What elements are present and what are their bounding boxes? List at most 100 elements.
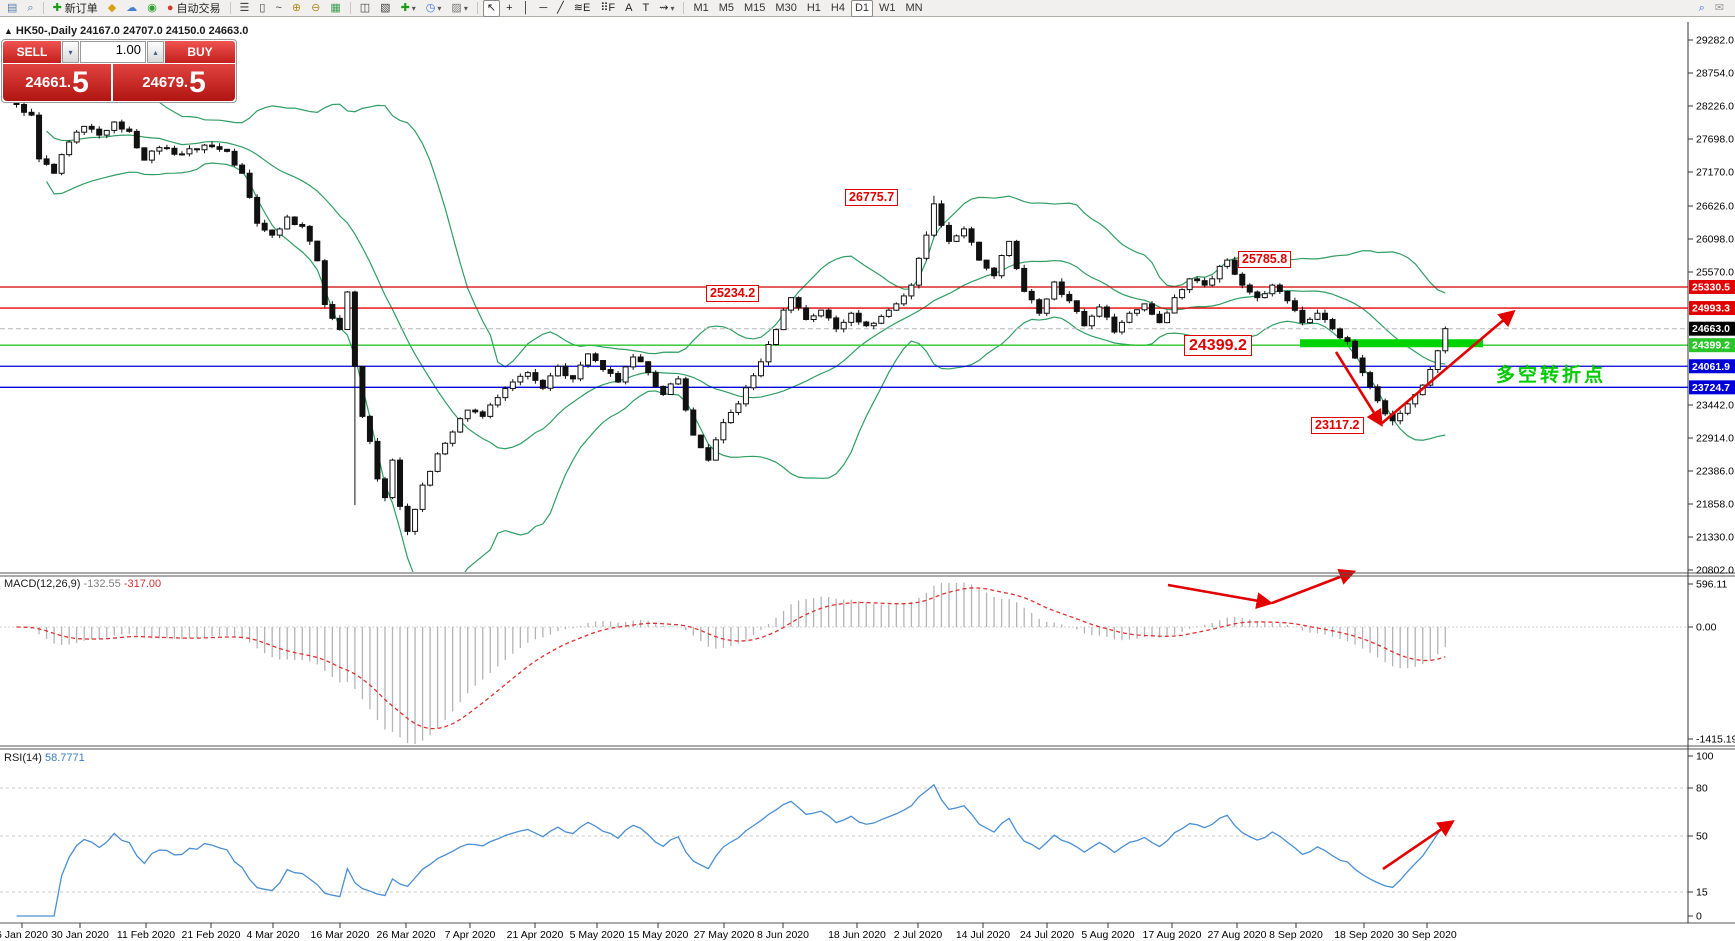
toolbar-separator — [42, 2, 44, 14]
toolbar-crosshair-button[interactable]: + — [502, 0, 516, 17]
buy-price-pip: 5 — [189, 65, 206, 99]
periods-dropdown-icon[interactable]: ▾ — [437, 3, 442, 13]
toolbar-vertical-line-button[interactable]: │ — [519, 0, 534, 17]
volume-increase-button[interactable]: ▴ — [147, 41, 164, 63]
toolbar-fibonacci-button[interactable]: ≋E — [570, 0, 595, 17]
sell-button[interactable]: SELL — [3, 41, 61, 63]
toolbar-templates-button[interactable]: ▨ ▾ — [447, 0, 471, 17]
toolbar-tile-windows-button[interactable]: ▦ — [326, 0, 344, 17]
toolbar-auto-arrange-button[interactable]: ▧ — [376, 0, 394, 17]
timeframe-h4-button[interactable]: H4 — [830, 2, 845, 14]
toolbar-new-order-button[interactable]: ✚ 新订单 — [49, 0, 102, 17]
timeframe-h1-button[interactable]: H1 — [806, 2, 821, 14]
timeframe-d1-button[interactable]: D1 — [850, 0, 874, 17]
candle-body — [848, 312, 855, 323]
trend-arrow-5[interactable] — [1382, 820, 1455, 871]
toolbar-arrows-button[interactable]: ⇝ ▾ — [655, 0, 678, 17]
candle-body — [397, 459, 404, 507]
candle-body — [652, 372, 659, 387]
candle-body — [803, 307, 810, 321]
buy-price-sep: . — [183, 74, 189, 91]
date-label: 7 Apr 2020 — [445, 929, 496, 941]
ohlc-low: 24150.0 — [165, 25, 206, 37]
rsi-value: 58.7771 — [44, 752, 85, 764]
candle-body — [1299, 309, 1306, 324]
candle-body — [1427, 369, 1434, 386]
timeframe-m5-button[interactable]: M5 — [718, 2, 735, 14]
trend-arrow-3[interactable] — [1167, 583, 1274, 609]
toolbar-periods-button[interactable]: ◷ ▾ — [422, 0, 446, 17]
macd-tick--1415.19: -1415.19 — [1696, 734, 1735, 746]
toolbar-chart-list-button[interactable]: ▤ — [3, 0, 21, 17]
toolbar-text-button[interactable]: A — [621, 0, 636, 17]
toolbar-zoom-in-button[interactable]: ⊕ — [288, 0, 305, 17]
candle-body — [412, 508, 419, 532]
candle-body — [1013, 240, 1020, 269]
buy-price-button[interactable]: 24679. 5 — [113, 64, 235, 101]
timeframe-m15-button[interactable]: M15 — [744, 2, 766, 14]
candle-body — [630, 356, 637, 368]
toolbar-text-label-button[interactable]: T — [638, 0, 653, 17]
toolbar-channels-button[interactable]: ⠿F — [596, 0, 619, 17]
toolbar-indicators-button[interactable]: ✚ ▾ — [397, 0, 420, 17]
price-tag-text-24663.0: 24663.0 — [1692, 323, 1730, 335]
toolbar-candlestick-chart-button[interactable]: ▯ — [255, 0, 269, 17]
toolbar-bar-chart-button[interactable]: ☰ — [236, 0, 254, 17]
toolbar-zoom-out-button[interactable]: ⊖ — [307, 0, 324, 17]
toolbar-trendline-button[interactable]: ╱ — [553, 0, 568, 17]
toolbar-horizontal-line-button[interactable]: ─ — [535, 0, 551, 17]
chart-price-label-25234.2[interactable]: 25234.2 — [706, 284, 760, 302]
toolbar-separator — [229, 2, 231, 14]
buy-button[interactable]: BUY — [165, 41, 235, 63]
chart-price-label-26775.7[interactable]: 26775.7 — [845, 188, 899, 206]
candle-body — [592, 353, 599, 362]
trend-arrow-4[interactable] — [1271, 568, 1357, 605]
candle-body — [509, 381, 516, 390]
candle-body — [915, 257, 922, 286]
volume-decrease-button[interactable]: ▾ — [62, 41, 79, 63]
candle-body — [51, 163, 58, 174]
arrows-icon: ⇝ — [659, 1, 669, 14]
volume-input[interactable]: 1.00 — [80, 41, 146, 63]
toolbar-search-button[interactable]: ⌕ — [1695, 0, 1709, 17]
toolbar-history-center-button[interactable]: ◆ — [104, 0, 120, 17]
green-highlight-bar[interactable] — [1300, 339, 1483, 348]
timeframe-m1-button[interactable]: M1 — [693, 2, 709, 14]
indicators-dropdown-icon[interactable]: ▾ — [411, 3, 416, 13]
trend-arrow-2[interactable] — [1380, 309, 1516, 425]
new-indicator-window-icon: ◫ — [359, 1, 371, 14]
toolbar-new-indicator-window-button[interactable]: ◫ — [356, 0, 374, 17]
toolbar-autotrading-button[interactable]: ● 自动交易 — [163, 0, 225, 17]
toolbar-separator — [683, 2, 685, 14]
arrows-dropdown-icon[interactable]: ▾ — [670, 3, 675, 13]
toolbar-cloud-button[interactable]: ☁ — [122, 0, 141, 17]
templates-dropdown-icon[interactable]: ▾ — [463, 3, 468, 13]
chart-price-label-24399.2[interactable]: 24399.2 — [1184, 335, 1252, 357]
candle-body — [539, 379, 546, 389]
candle-body — [404, 505, 411, 532]
candle-body — [1141, 303, 1148, 311]
candle-body — [983, 259, 990, 269]
candlestick-chart-icon: ▯ — [259, 1, 266, 14]
timeframe-m30-button[interactable]: M30 — [775, 2, 797, 14]
turning-point-annotation[interactable]: 多空转折点 — [1496, 365, 1607, 386]
toolbar-chat-button[interactable]: ✉ — [1711, 0, 1728, 17]
candle-body — [111, 121, 118, 131]
toolbar-line-chart-button[interactable]: ~ — [271, 0, 285, 17]
chart-list-icon: ▤ — [7, 1, 18, 14]
candle-body — [487, 404, 494, 417]
ohlc-open: 24167.0 — [80, 25, 120, 37]
candle-body — [36, 114, 43, 160]
timeframe-mn-button[interactable]: MN — [905, 2, 923, 14]
chart-price-label-23117.2[interactable]: 23117.2 — [1311, 417, 1364, 435]
trend-arrow-1[interactable] — [1334, 351, 1383, 427]
toolbar-signals-button[interactable]: ◉ — [143, 0, 161, 17]
chart-price-label-25785.8[interactable]: 25785.8 — [1238, 250, 1292, 268]
candle-body — [374, 440, 381, 480]
candle-body — [419, 484, 426, 510]
sell-price-button[interactable]: 24661. 5 — [3, 64, 111, 101]
collapse-icon[interactable]: ▲ — [4, 26, 13, 36]
timeframe-w1-button[interactable]: W1 — [879, 2, 896, 14]
toolbar-search-window-button[interactable]: ⌕ — [23, 0, 37, 17]
toolbar-cursor-button[interactable]: ↖ — [482, 0, 501, 17]
